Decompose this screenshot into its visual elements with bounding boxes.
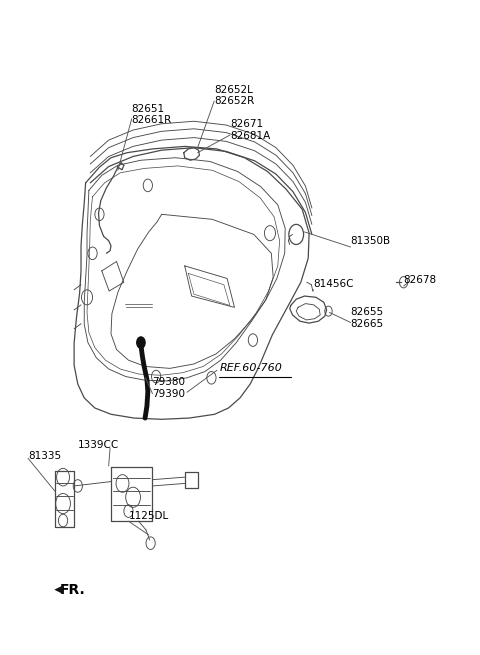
Text: 79390: 79390 [153,388,185,398]
Text: 82678: 82678 [404,274,437,285]
Text: 79380: 79380 [153,377,185,387]
Text: 82681A: 82681A [230,131,270,141]
Text: FR.: FR. [60,583,85,597]
Text: 81335: 81335 [28,451,61,461]
Text: 1339CC: 1339CC [78,440,119,450]
Text: REF.60-760: REF.60-760 [219,364,282,373]
Text: 82655: 82655 [350,307,384,318]
Text: 82651: 82651 [132,103,165,114]
Text: 81350B: 81350B [350,236,391,246]
Text: 81456C: 81456C [314,278,354,288]
Text: 82652R: 82652R [215,96,255,106]
Text: 82652L: 82652L [215,85,253,95]
Text: 82671: 82671 [230,119,263,130]
Text: 1125DL: 1125DL [129,511,169,521]
Text: 82665: 82665 [350,319,384,329]
Text: 82661R: 82661R [132,115,172,125]
Circle shape [137,337,145,348]
